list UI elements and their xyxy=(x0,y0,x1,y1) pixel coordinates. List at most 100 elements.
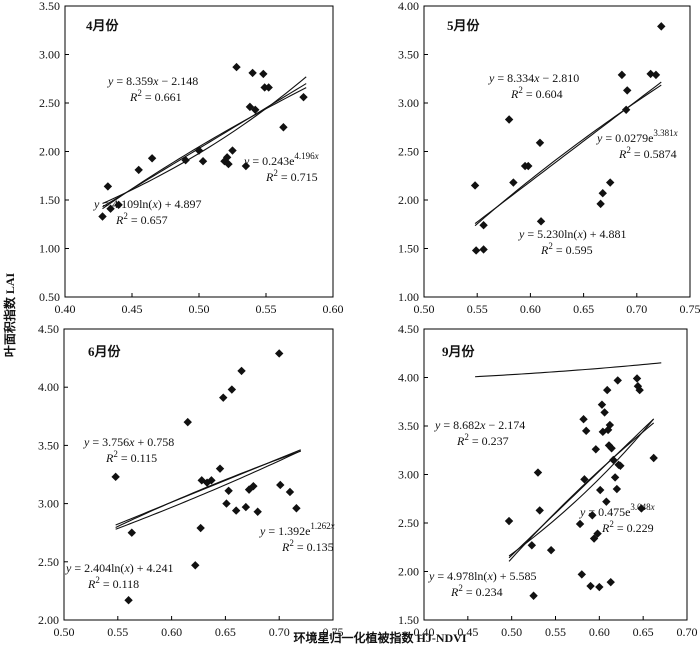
data-point xyxy=(595,582,604,592)
data-point xyxy=(181,156,190,165)
y-tick-label: 1.50 xyxy=(398,242,419,256)
data-point xyxy=(616,461,625,470)
y-tick-label: 2.00 xyxy=(38,613,59,627)
data-point xyxy=(602,497,611,506)
y-tick-label: 2.50 xyxy=(39,96,60,110)
chart-panel: 0.40 0.45 0.50 0.55 0.60 0.50 1.00 1.50 2.00 2.50… xyxy=(39,0,344,316)
panel-title: 6月份 xyxy=(88,344,122,359)
fit-equation: y = 0.243e4.196x xyxy=(243,151,319,168)
data-point xyxy=(607,444,616,453)
y-tick-label: 2.50 xyxy=(398,145,419,159)
data-point xyxy=(275,349,284,358)
data-point xyxy=(613,376,622,385)
y-tick-label: 4.00 xyxy=(398,0,419,13)
data-point xyxy=(529,591,538,600)
x-tick-label: 0.60 xyxy=(520,302,541,316)
trend-line-log xyxy=(508,422,655,562)
x-tick-label: 0.55 xyxy=(467,302,488,316)
data-point xyxy=(276,480,285,490)
data-point xyxy=(259,69,268,79)
y-tick-label: 2.50 xyxy=(38,555,59,569)
y-tick-label: 3.00 xyxy=(38,497,59,511)
data-point xyxy=(586,581,595,591)
data-point xyxy=(228,146,237,155)
x-tick-label: 0.45 xyxy=(122,302,143,316)
fit-r-squared: R2 = 0.135 xyxy=(281,538,334,554)
x-tick-label: 0.50 xyxy=(189,302,210,316)
trend-line-exp xyxy=(475,362,662,378)
y-tick-label: 1.50 xyxy=(398,613,419,627)
data-point xyxy=(591,445,601,454)
data-point xyxy=(183,417,192,427)
fit-equation: y = 8.359x − 2.148 xyxy=(107,74,198,88)
x-tick-label: 0.70 xyxy=(626,302,647,316)
data-point xyxy=(609,455,618,465)
data-point xyxy=(593,529,602,538)
data-point xyxy=(224,486,233,495)
fit-r-squared: R2 = 0.595 xyxy=(540,241,593,257)
x-tick-label: 0.70 xyxy=(677,625,698,639)
x-tick-label: 0.75 xyxy=(680,302,700,316)
data-point xyxy=(637,504,646,513)
y-tick-label: 0.50 xyxy=(39,290,60,304)
x-tick-label: 0.65 xyxy=(215,625,236,639)
y-tick-label: 2.50 xyxy=(398,516,419,530)
y-tick-label: 1.00 xyxy=(398,290,419,304)
y-tick-label: 3.50 xyxy=(398,48,419,62)
fit-equation: y = 1.392e1.262x xyxy=(259,521,335,538)
data-point xyxy=(580,475,589,484)
fit-r-squared: R2 = 0.715 xyxy=(265,168,318,184)
data-point xyxy=(646,69,655,79)
data-point xyxy=(600,408,609,417)
panel-title: 4月份 xyxy=(86,18,120,33)
data-point xyxy=(605,420,615,430)
fit-equation: y = 8.682x − 2.174 xyxy=(434,418,525,432)
data-point xyxy=(546,545,556,555)
data-point xyxy=(248,68,257,78)
fit-r-squared: R2 = 0.234 xyxy=(450,583,503,599)
panel-title: 5月份 xyxy=(447,18,481,33)
data-point xyxy=(231,506,241,515)
data-point xyxy=(249,481,258,491)
y-tick-label: 3.00 xyxy=(39,48,60,62)
data-point xyxy=(536,217,546,226)
data-point xyxy=(215,464,225,473)
x-tick-label: 0.70 xyxy=(269,625,290,639)
y-tick-label: 3.50 xyxy=(39,0,60,13)
data-point xyxy=(632,374,642,383)
fit-equation: y = 8.334x − 2.810 xyxy=(488,71,579,85)
data-point xyxy=(621,105,631,114)
x-tick-label: 0.45 xyxy=(457,625,478,639)
data-point xyxy=(219,393,228,402)
data-point xyxy=(222,153,232,162)
data-point xyxy=(264,83,273,92)
data-point xyxy=(612,484,622,494)
data-point xyxy=(196,523,205,533)
data-point xyxy=(479,221,488,230)
data-point xyxy=(504,115,514,124)
data-point xyxy=(603,385,612,395)
data-point xyxy=(509,178,518,187)
fit-r-squared: R2 = 0.115 xyxy=(105,449,157,465)
fit-equation: y = 3.756x + 0.758 xyxy=(83,435,174,449)
x-tick-label: 0.50 xyxy=(54,625,75,639)
fit-equation: y = 5.230ln(x) + 4.881 xyxy=(518,227,627,241)
x-axis-title: 环境星归一化植被指数 HJ-NDVI xyxy=(294,630,467,645)
data-point xyxy=(575,519,585,529)
fit-r-squared: R2 = 0.5874 xyxy=(618,145,677,161)
data-point xyxy=(606,577,615,587)
x-tick-label: 0.60 xyxy=(323,302,344,316)
y-tick-label: 1.50 xyxy=(39,193,60,207)
data-point xyxy=(222,499,231,508)
data-point xyxy=(198,157,208,166)
data-point xyxy=(657,22,666,31)
data-point xyxy=(237,366,246,376)
x-tick-label: 0.55 xyxy=(545,625,566,639)
trend-line-log xyxy=(102,87,307,210)
x-tick-label: 0.55 xyxy=(256,302,277,316)
fit-r-squared: R2 = 0.661 xyxy=(129,88,182,104)
x-tick-label: 0.75 xyxy=(323,625,344,639)
data-point xyxy=(124,596,133,605)
y-tick-label: 1.00 xyxy=(39,242,60,256)
y-tick-label: 4.50 xyxy=(38,322,59,336)
